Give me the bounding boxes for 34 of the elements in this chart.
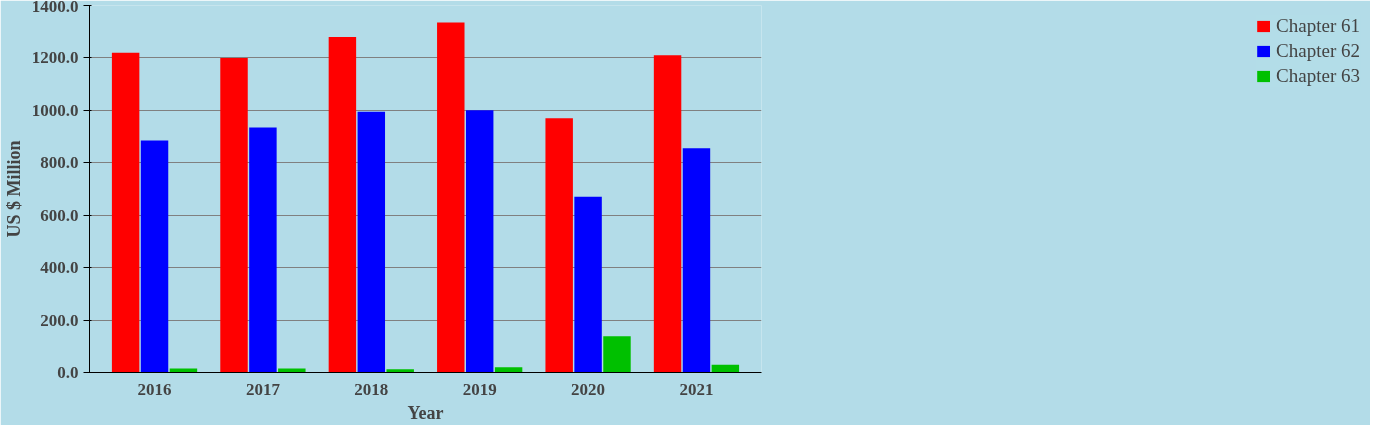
y-tick-label: 1000.0 <box>31 100 79 120</box>
bar <box>545 118 573 373</box>
y-tick-label: 200.0 <box>40 310 79 330</box>
x-tick-label: 2016 <box>137 379 172 399</box>
bar <box>682 148 711 373</box>
y-tick-label: 0.0 <box>57 363 79 382</box>
bar <box>249 127 277 373</box>
bar <box>111 52 140 373</box>
bar <box>494 367 523 373</box>
x-tick-label: 2021 <box>679 379 714 399</box>
bar <box>437 22 465 373</box>
legend-label: Chapter 61 <box>1276 15 1360 37</box>
bar <box>357 111 386 373</box>
y-tick-label: 1400.0 <box>31 0 79 16</box>
y-tick-label: 800.0 <box>40 153 79 173</box>
x-tick-label: 2018 <box>354 379 389 399</box>
legend-label: Chapter 63 <box>1276 65 1360 87</box>
x-tick-label: 2019 <box>462 379 497 399</box>
bar <box>328 36 357 373</box>
y-tick-label: 400.0 <box>40 258 79 278</box>
x-tick-label: 2017 <box>245 379 281 399</box>
bar <box>220 57 248 373</box>
x-axis-title: Year <box>407 402 444 423</box>
bar <box>386 369 414 373</box>
bar <box>574 196 602 373</box>
legend-label: Chapter 62 <box>1276 40 1360 62</box>
bar <box>465 110 494 373</box>
y-tick-label: 600.0 <box>40 205 79 225</box>
bar <box>653 55 682 373</box>
y-axis-title: US $ Million <box>3 140 24 238</box>
x-tick-label: 2020 <box>571 379 606 399</box>
bar <box>140 140 169 373</box>
bar <box>603 336 631 373</box>
y-tick-label: 1200.0 <box>31 48 79 68</box>
